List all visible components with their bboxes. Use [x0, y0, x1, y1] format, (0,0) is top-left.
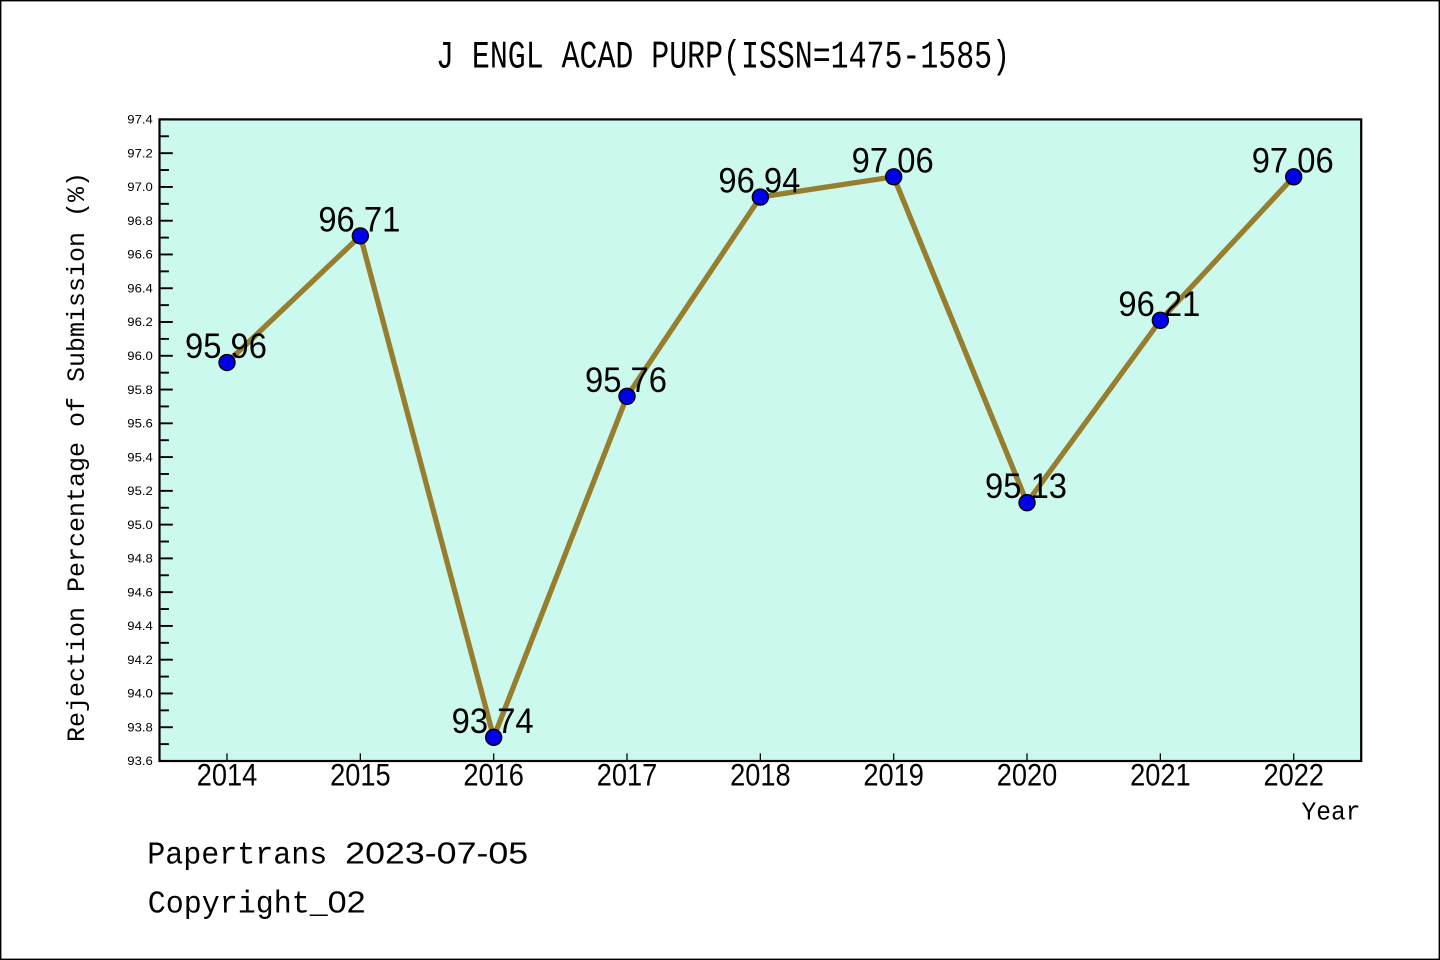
- svg-text:Year: Year: [1302, 798, 1361, 828]
- svg-text:Copyright_: Copyright_: [148, 887, 329, 923]
- svg-text:J ENGL ACAD PURP(ISSN=1475-158: J ENGL ACAD PURP(ISSN=1475-1585): [436, 35, 1010, 79]
- svg-text:95.0: 95.0: [127, 518, 153, 532]
- svg-text:96.8: 96.8: [127, 214, 153, 228]
- svg-text:95.6: 95.6: [127, 417, 153, 431]
- svg-text:94.4: 94.4: [127, 619, 153, 633]
- svg-text:97.4: 97.4: [127, 113, 153, 127]
- svg-text:96.6: 96.6: [127, 248, 153, 262]
- svg-text:94.2: 94.2: [127, 653, 153, 667]
- svg-text:2023-07-05: 2023-07-05: [345, 835, 528, 870]
- svg-text:96.2: 96.2: [127, 315, 153, 329]
- svg-text:2020: 2020: [997, 757, 1058, 793]
- svg-text:2021: 2021: [1130, 757, 1191, 793]
- svg-text:2016: 2016: [463, 757, 524, 793]
- svg-text:2017: 2017: [597, 757, 658, 793]
- svg-text:Rejection Percentage of Submis: Rejection Percentage of Submission (%): [63, 172, 92, 742]
- svg-text:93.6: 93.6: [127, 754, 153, 768]
- svg-text:96.0: 96.0: [127, 349, 153, 363]
- svg-text:2022: 2022: [1263, 757, 1324, 793]
- svg-text:96.4: 96.4: [127, 281, 153, 295]
- svg-text:02: 02: [328, 885, 366, 920]
- svg-text:94.8: 94.8: [127, 552, 153, 566]
- svg-text:95.4: 95.4: [127, 450, 153, 464]
- svg-text:2014: 2014: [197, 757, 258, 793]
- svg-text:93.8: 93.8: [127, 720, 153, 734]
- svg-text:2019: 2019: [863, 757, 924, 793]
- svg-text:97.2: 97.2: [127, 146, 153, 160]
- svg-text:94.6: 94.6: [127, 585, 153, 599]
- svg-text:2018: 2018: [730, 757, 791, 793]
- svg-text:Papertrans: Papertrans: [147, 837, 327, 873]
- svg-text:97.0: 97.0: [127, 180, 153, 194]
- svg-text:95.8: 95.8: [127, 383, 153, 397]
- svg-text:95.2: 95.2: [127, 484, 153, 498]
- svg-text:2015: 2015: [330, 757, 391, 793]
- svg-text:94.0: 94.0: [127, 687, 153, 701]
